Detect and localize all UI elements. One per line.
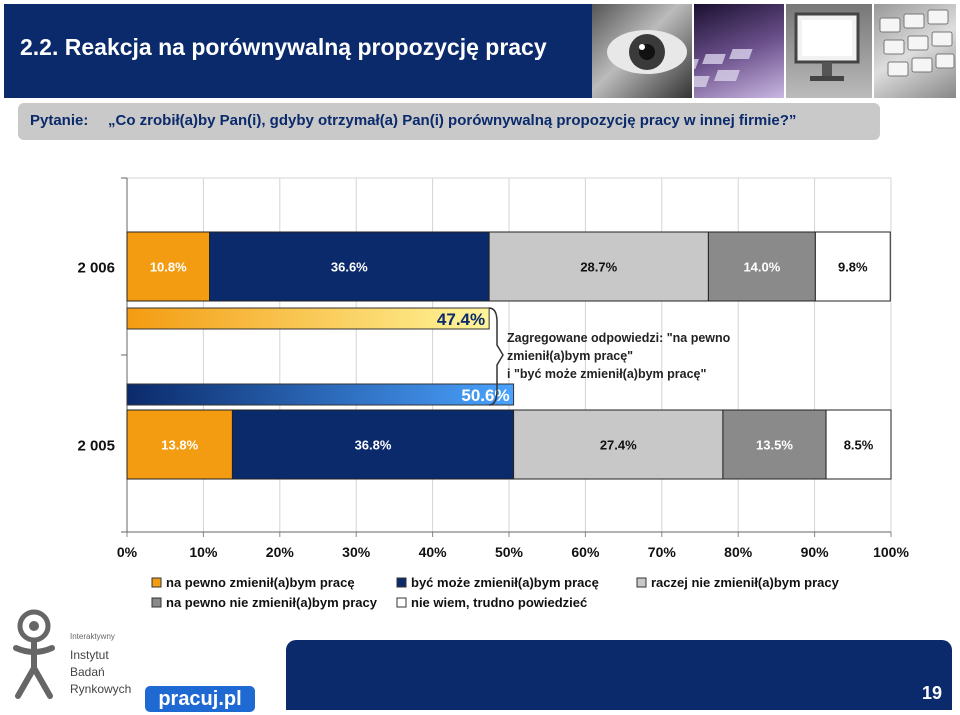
data-label: 36.6% [331,260,368,275]
annotation-line: zmienił(a)bym pracę" [507,349,633,363]
x-tick-label: 60% [571,544,600,560]
data-label: 9.8% [838,260,868,275]
x-tick-label: 50% [495,544,524,560]
slide-header: 2.2. Reakcja na porównywalną propozycję … [4,4,956,98]
bar-segment [513,409,724,480]
data-label: 36.8% [355,438,392,453]
ibr-line-3: Rynkowych [70,682,132,696]
x-tick-label: 80% [724,544,753,560]
legend-swatch [396,597,407,608]
legend: na pewno zmienił(a)bym pracę być może zmi… [151,575,840,610]
keyboard-image [694,4,784,98]
aggregate-label: 47.4% [437,310,485,329]
data-label: 13.5% [756,438,793,453]
bar-segment [126,231,211,302]
ibr-small-label: Interaktywny [70,632,115,641]
data-label: 8.5% [844,438,874,453]
question-box: Pytanie: „Co zrobił(a)by Pan(i), gdyby o… [18,103,880,140]
aggregate-bars: 47.4% 50.6% [126,307,515,406]
x-tick-label: 100% [873,544,909,560]
category-label: 2 006 [77,260,115,277]
bar-segment [488,231,709,302]
legend-label: raczej nie zmienił(a)bym pracy [651,575,840,590]
ibr-line-2: Badań [70,665,105,679]
bar-segment [722,409,827,480]
title-banner: 2.2. Reakcja na porównywalną propozycję … [4,4,592,98]
x-tick-label: 90% [801,544,830,560]
question-text: „Co zrobił(a)by Pan(i), gdyby otrzymał(a… [108,112,797,129]
bar-segment [209,231,490,302]
slide-title: 2.2. Reakcja na porównywalną propozycję … [20,34,547,60]
legend-label: na pewno nie zmienił(a)bym pracy [166,595,378,610]
annotation: Zagregowane odpowiedzi: "na pewno zmienił… [488,307,731,406]
keys-image [874,4,956,98]
ibr-name: Interaktywny Instytut Badań Rynkowych [70,628,131,698]
x-tick-label: 40% [419,544,448,560]
data-label: 13.8% [161,438,198,453]
page-number: 19 [921,683,942,703]
bar-segment [814,231,891,302]
legend-swatch [151,597,162,608]
monitor-image [786,4,872,98]
legend-label: być może zmienił(a)bym pracę [411,575,599,590]
category-labels: 2 006 2 005 [77,260,115,455]
eye-image [592,4,692,98]
legend-label: na pewno zmienił(a)bym pracę [166,575,355,590]
data-label: 27.4% [600,438,637,453]
annotation-bracket [488,307,504,406]
data-label: 14.0% [743,260,780,275]
data-label: 28.7% [580,260,617,275]
legend-swatch [636,577,647,588]
pracuj-logo: pracuj.pl [145,686,255,712]
x-tick-label: 0% [117,544,138,560]
ibr-line-1: Instytut [70,648,109,662]
bars: 10.8% 36.6% 28.7% 14.0% 9.8% 13.8% 36.8% 27.4% 1… [126,231,892,480]
legend-swatch [151,577,162,588]
legend-label: nie wiem, trudno powiedzieć [411,595,587,610]
data-label: 10.8% [150,260,187,275]
annotation-line: i "być może zmienił(a)bym pracę" [507,367,706,381]
bar-segment [126,409,233,480]
category-label: 2 005 [77,438,115,455]
question-label: Pytanie: [30,112,89,129]
ibr-logo-area: Interaktywny Instytut Badań Rynkowych pr… [0,600,280,715]
footer-bar: 19 [286,640,952,710]
x-tick-label: 20% [266,544,295,560]
bar-segment [825,409,892,480]
x-tick-labels: 0% 10% 20% 30% 40% 50% 60% 70% 80% 90% 100% [117,544,910,560]
x-tick-label: 70% [648,544,677,560]
annotation-line: Zagregowane odpowiedzi: "na pewno [507,331,731,345]
x-tick-label: 10% [189,544,218,560]
x-tick-label: 30% [342,544,371,560]
aggregate-label: 50.6% [461,386,509,405]
aggregate-bar [126,383,515,406]
legend-swatch [396,577,407,588]
ibr-logo-icon [13,609,55,699]
aggregate-bar [126,307,490,330]
bar-segment [231,409,515,480]
